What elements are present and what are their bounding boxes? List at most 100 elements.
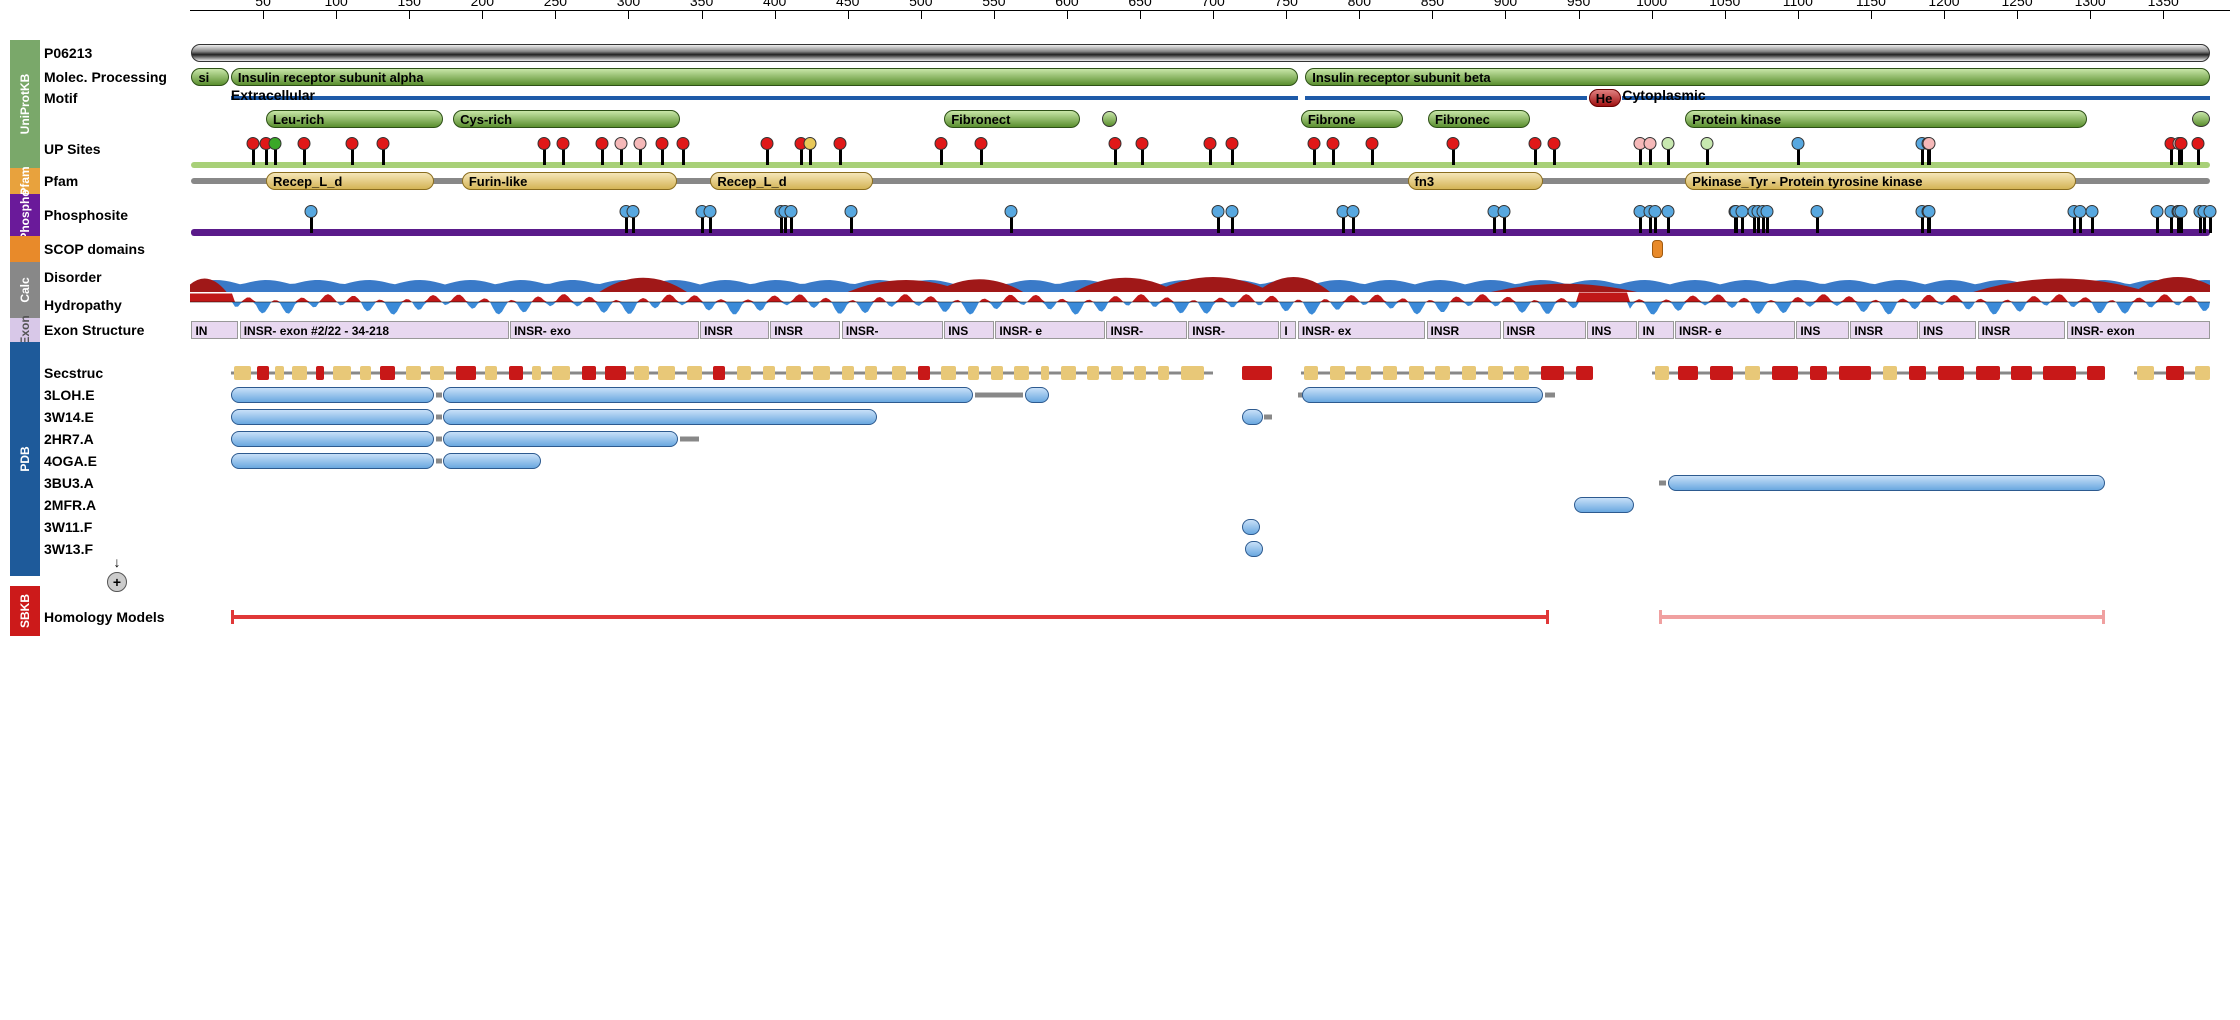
pfam-domain[interactable]: Pkinase_Tyr - Protein tyrosine kinase <box>1685 172 2075 190</box>
strand[interactable] <box>1883 366 1898 380</box>
pdb-coverage[interactable] <box>1245 541 1263 557</box>
pdb-coverage[interactable] <box>1242 519 1260 535</box>
phospho-site[interactable] <box>626 205 639 218</box>
phospho-site[interactable] <box>844 205 857 218</box>
homology-model[interactable] <box>1659 615 2105 619</box>
strand[interactable] <box>485 366 497 380</box>
exon[interactable]: INSR <box>1427 321 1502 339</box>
phospho-site[interactable] <box>2174 205 2187 218</box>
site-marker[interactable] <box>615 137 628 150</box>
site-marker[interactable] <box>346 137 359 150</box>
strand[interactable] <box>1435 366 1450 380</box>
pdb-coverage[interactable] <box>1025 387 1050 403</box>
strand[interactable] <box>1014 366 1029 380</box>
helix[interactable] <box>316 366 325 380</box>
pfam-domain[interactable]: Recep_L_d <box>266 172 434 190</box>
site-marker[interactable] <box>761 137 774 150</box>
site-marker[interactable] <box>974 137 987 150</box>
site-marker[interactable] <box>1547 137 1560 150</box>
exon[interactable]: INS <box>1587 321 1637 339</box>
exon[interactable]: INSR- exon <box>2067 321 2210 339</box>
helix[interactable] <box>1976 366 1999 380</box>
helix[interactable] <box>1938 366 1964 380</box>
phospho-site[interactable] <box>704 205 717 218</box>
strand[interactable] <box>1181 366 1204 380</box>
strand[interactable] <box>991 366 1003 380</box>
pfam-domain[interactable]: Furin-like <box>462 172 677 190</box>
site-marker[interactable] <box>834 137 847 150</box>
site-marker[interactable] <box>537 137 550 150</box>
helix[interactable] <box>2011 366 2031 380</box>
pdb-coverage[interactable] <box>443 409 877 425</box>
site-marker[interactable] <box>1661 137 1674 150</box>
phospho-site[interactable] <box>784 205 797 218</box>
exon[interactable]: I <box>1280 321 1296 339</box>
strand[interactable] <box>1383 366 1398 380</box>
homology-model[interactable] <box>231 615 1549 619</box>
strand[interactable] <box>658 366 676 380</box>
strand[interactable] <box>2137 366 2155 380</box>
site-marker[interactable] <box>1791 137 1804 150</box>
site-marker[interactable] <box>1644 137 1657 150</box>
strand[interactable] <box>1462 366 1477 380</box>
pdb-coverage[interactable] <box>680 437 699 442</box>
site-marker[interactable] <box>634 137 647 150</box>
strand[interactable] <box>1304 366 1319 380</box>
pdb-coverage[interactable] <box>231 387 434 403</box>
site-marker[interactable] <box>376 137 389 150</box>
site-marker[interactable] <box>1446 137 1459 150</box>
exon[interactable]: INS <box>944 321 994 339</box>
chain-region[interactable]: Insulin receptor subunit alpha <box>231 68 1298 86</box>
domain-region[interactable]: Cys-rich <box>453 110 680 128</box>
pdb-coverage[interactable] <box>231 431 434 447</box>
strand[interactable] <box>430 366 445 380</box>
pdb-coverage[interactable] <box>443 387 974 403</box>
strand[interactable] <box>234 366 252 380</box>
site-marker[interactable] <box>1308 137 1321 150</box>
strand[interactable] <box>1087 366 1099 380</box>
exon[interactable]: INSR- e <box>995 321 1105 339</box>
strand[interactable] <box>786 366 801 380</box>
exon[interactable]: INS <box>1796 321 1849 339</box>
phospho-site[interactable] <box>2085 205 2098 218</box>
strand[interactable] <box>842 366 854 380</box>
pfam-domain[interactable]: Recep_L_d <box>710 172 872 190</box>
site-marker[interactable] <box>1135 137 1148 150</box>
exon[interactable]: INSR <box>1503 321 1586 339</box>
helix[interactable] <box>1710 366 1733 380</box>
phospho-site[interactable] <box>1761 205 1774 218</box>
helix[interactable] <box>1772 366 1798 380</box>
strand[interactable] <box>2195 366 2210 380</box>
helix[interactable] <box>582 366 597 380</box>
strand[interactable] <box>552 366 570 380</box>
helix[interactable] <box>713 366 725 380</box>
phospho-site[interactable] <box>1661 205 1674 218</box>
exon[interactable]: INS <box>1919 321 1976 339</box>
site-marker[interactable] <box>656 137 669 150</box>
helix[interactable] <box>1909 366 1927 380</box>
chain-region[interactable]: si <box>191 68 229 86</box>
phospho-site[interactable] <box>1226 205 1239 218</box>
strand[interactable] <box>360 366 372 380</box>
scop-domain[interactable] <box>1652 240 1664 258</box>
helix[interactable] <box>1541 366 1564 380</box>
exon[interactable]: INSR- <box>1188 321 1279 339</box>
exon[interactable]: INSR <box>700 321 769 339</box>
pdb-coverage[interactable] <box>1574 497 1634 513</box>
pdb-coverage[interactable] <box>436 437 442 442</box>
site-marker[interactable] <box>246 137 259 150</box>
pdb-coverage[interactable] <box>443 453 541 469</box>
site-marker[interactable] <box>1701 137 1714 150</box>
exon[interactable]: IN <box>191 321 238 339</box>
strand[interactable] <box>1158 366 1170 380</box>
strand[interactable] <box>1330 366 1345 380</box>
full-sequence-bar[interactable] <box>191 44 2210 62</box>
pfam-domain[interactable]: fn3 <box>1408 172 1544 190</box>
helix[interactable] <box>1810 366 1828 380</box>
pdb-coverage[interactable] <box>436 415 442 420</box>
pdb-coverage[interactable] <box>1668 475 2105 491</box>
site-marker[interactable] <box>803 137 816 150</box>
phospho-site[interactable] <box>1648 205 1661 218</box>
strand[interactable] <box>1111 366 1123 380</box>
domain-region[interactable]: Fibronect <box>944 110 1080 128</box>
